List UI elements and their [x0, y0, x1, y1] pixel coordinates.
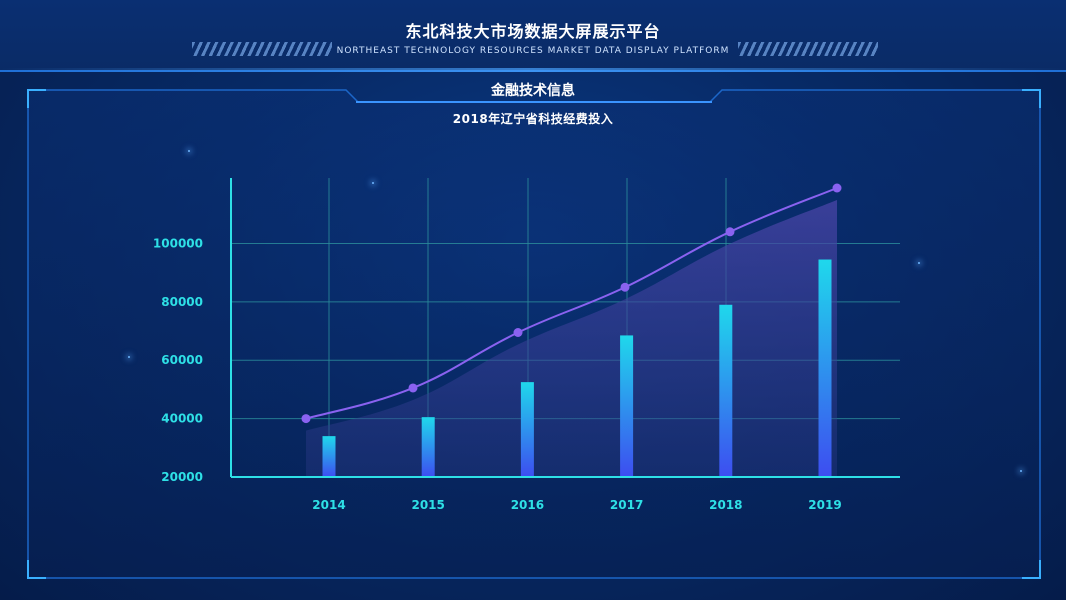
sparkle	[918, 262, 920, 264]
bar-2018	[719, 304, 733, 477]
line-point-2019	[832, 183, 842, 193]
bar-2014	[322, 436, 336, 477]
bar-2017	[620, 335, 634, 477]
series-line	[305, 187, 838, 420]
header-stripes-right	[738, 42, 878, 56]
header-stripes-left	[192, 42, 332, 56]
y-tick-label: 60000	[161, 353, 203, 367]
series-area	[306, 200, 837, 477]
bar-2015	[421, 417, 435, 477]
main-subtitle: NORTHEAST TECHNOLOGY RESOURCES MARKET DA…	[336, 46, 730, 56]
sparkle	[372, 182, 374, 184]
line-point-2015	[408, 383, 418, 393]
sparkle	[1020, 470, 1022, 472]
bar-2019	[818, 259, 832, 477]
y-tick-label: 20000	[161, 470, 203, 484]
x-tick-label: 2018	[709, 498, 742, 512]
chart-title: 2018年辽宁省科技经费投入	[452, 112, 614, 126]
x-tick-label: 2019	[808, 498, 841, 512]
x-tick-label: 2015	[411, 498, 444, 512]
line-point-2014	[301, 414, 311, 424]
line-point-2018	[725, 227, 735, 237]
x-tick-label: 2017	[610, 498, 643, 512]
main-title: 东北科技大市场数据大屏展示平台	[405, 22, 661, 41]
y-tick-label: 40000	[161, 412, 203, 426]
sparkle	[188, 150, 190, 152]
bar-2016	[520, 382, 534, 477]
line-point-2017	[620, 282, 630, 292]
x-tick-label: 2014	[312, 498, 345, 512]
sparkle	[128, 356, 130, 358]
x-tick-label: 2016	[511, 498, 544, 512]
y-tick-label: 100000	[153, 236, 203, 250]
line-point-2016	[513, 328, 523, 337]
header-glow-line	[0, 68, 1066, 72]
panel-title: 金融技术信息	[491, 83, 575, 99]
y-tick-label: 80000	[161, 295, 203, 309]
